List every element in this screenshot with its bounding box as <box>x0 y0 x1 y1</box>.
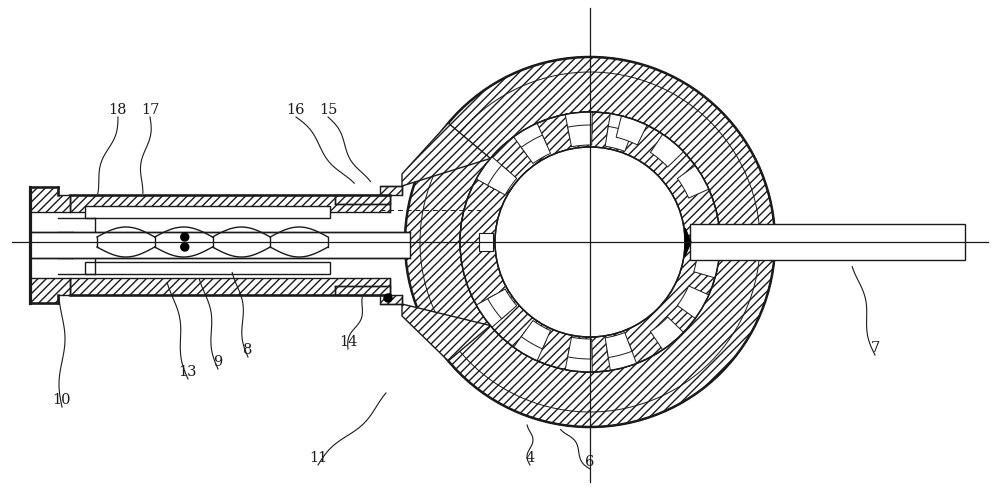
Polygon shape <box>402 123 490 186</box>
Polygon shape <box>380 186 402 195</box>
Polygon shape <box>514 329 546 361</box>
Text: 15: 15 <box>319 103 337 117</box>
Polygon shape <box>335 286 390 295</box>
Polygon shape <box>521 135 551 164</box>
Polygon shape <box>616 116 647 145</box>
Circle shape <box>181 243 189 251</box>
Text: 8: 8 <box>243 343 253 357</box>
Polygon shape <box>685 242 691 256</box>
Bar <box>85 262 330 274</box>
Text: 6: 6 <box>585 455 595 469</box>
Text: 14: 14 <box>339 335 357 349</box>
Polygon shape <box>685 228 691 242</box>
Polygon shape <box>476 294 508 327</box>
Polygon shape <box>488 289 517 319</box>
Polygon shape <box>565 348 592 372</box>
Polygon shape <box>568 337 592 359</box>
Text: 4: 4 <box>525 451 535 465</box>
Polygon shape <box>607 343 637 370</box>
Polygon shape <box>70 278 390 295</box>
Bar <box>30 232 410 258</box>
Polygon shape <box>605 126 632 151</box>
Polygon shape <box>677 166 709 198</box>
Text: 9: 9 <box>213 355 223 369</box>
Polygon shape <box>70 195 390 212</box>
Polygon shape <box>650 317 684 350</box>
Text: 11: 11 <box>309 451 327 465</box>
Text: 18: 18 <box>109 103 127 117</box>
Polygon shape <box>476 157 508 190</box>
Polygon shape <box>380 295 402 304</box>
Polygon shape <box>335 195 390 204</box>
Polygon shape <box>694 249 720 278</box>
Wedge shape <box>460 112 720 372</box>
Text: 13: 13 <box>179 365 197 379</box>
Text: 16: 16 <box>287 103 305 117</box>
Polygon shape <box>565 112 592 136</box>
Text: 7: 7 <box>870 341 880 355</box>
Text: 17: 17 <box>141 103 159 117</box>
Polygon shape <box>30 187 70 212</box>
Polygon shape <box>402 304 490 361</box>
Polygon shape <box>568 125 592 147</box>
Circle shape <box>495 147 685 337</box>
Polygon shape <box>521 320 551 349</box>
Polygon shape <box>605 333 632 358</box>
Polygon shape <box>488 165 517 195</box>
Bar <box>85 206 330 218</box>
Circle shape <box>181 233 189 241</box>
Polygon shape <box>30 278 70 303</box>
Polygon shape <box>514 123 546 155</box>
Bar <box>479 233 493 251</box>
Polygon shape <box>650 134 684 167</box>
Polygon shape <box>607 114 637 141</box>
Circle shape <box>384 294 392 302</box>
Text: 10: 10 <box>53 393 71 407</box>
Wedge shape <box>405 57 775 427</box>
Bar <box>690 224 965 260</box>
Polygon shape <box>677 286 709 318</box>
